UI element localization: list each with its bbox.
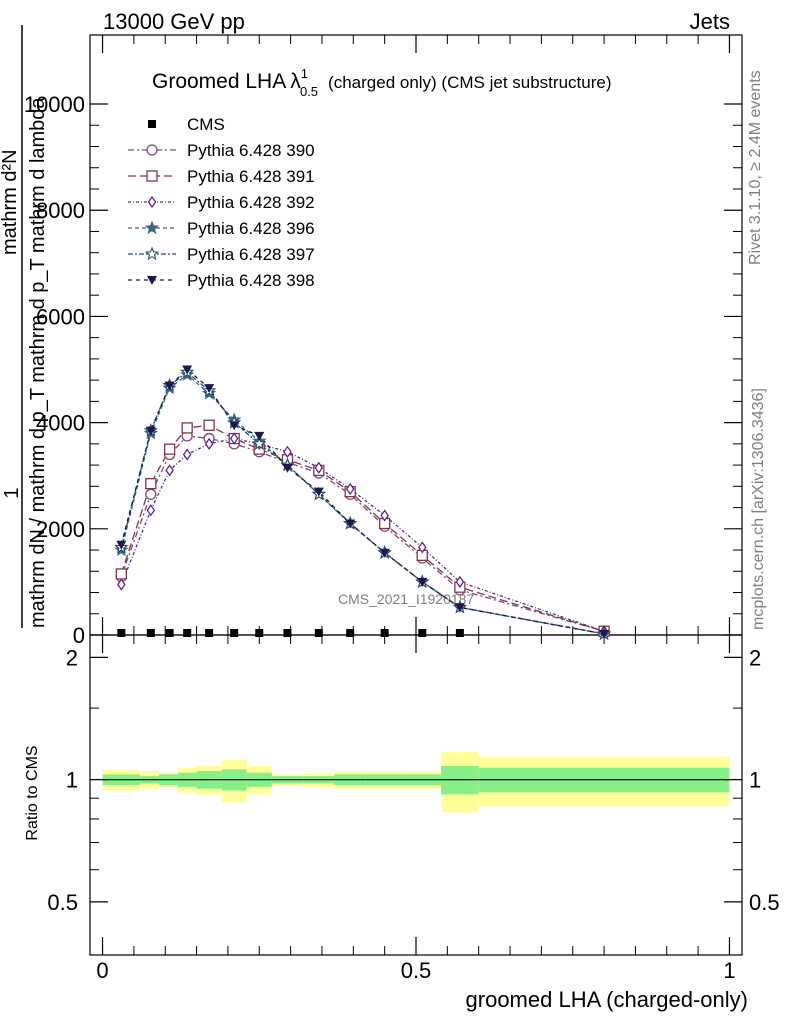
data-point [181, 422, 193, 434]
watermark: CMS_2021_I1920187 [338, 591, 474, 607]
legend-marker [148, 120, 156, 128]
ratio-ytick-label: 1 [66, 768, 78, 793]
main-ytick-label: 6000 [36, 304, 85, 329]
legend-label: CMS [187, 115, 225, 134]
data-point [182, 448, 192, 461]
data-point [229, 421, 240, 431]
legend-marker [147, 195, 157, 209]
legend-marker [147, 276, 157, 285]
main-ytick-label: 4000 [36, 411, 85, 436]
data-point [182, 365, 193, 375]
main-ytick-label: 10000 [24, 92, 85, 117]
main-ytick-label: 0 [73, 623, 85, 648]
data-point [146, 504, 156, 517]
chart-title: Groomed LHA λ1 0.5 (charged only) (CMS jet … [152, 66, 611, 99]
title-main: Groomed LHA [152, 70, 286, 93]
legend-marker [144, 220, 160, 235]
data-point [204, 384, 215, 394]
title-sup: 1 [301, 66, 308, 81]
x-tick-label: 0.5 [401, 958, 432, 983]
data-point [254, 431, 265, 441]
data-point [599, 629, 610, 639]
legend-marker [144, 246, 160, 261]
legend-marker [146, 144, 158, 156]
data-point [454, 603, 465, 613]
data-point [417, 541, 427, 554]
ylabel-ratio: Ratio to CMS [24, 745, 41, 840]
ratio-ytick-label: 2 [66, 645, 78, 670]
data-point [117, 629, 126, 637]
data-point [145, 488, 157, 500]
data-point [204, 437, 214, 450]
data-point [379, 548, 390, 558]
header-left: 13000 GeV pp [103, 9, 245, 34]
data-point [345, 519, 356, 529]
data-point [116, 540, 127, 550]
data-point [255, 629, 264, 637]
rivet-label: Rivet 3.1.10, ≥ 2.4M events [747, 70, 764, 265]
legend-label: Pythia 6.428 397 [187, 245, 315, 264]
series-line [120, 437, 605, 632]
ratio-ytick-label-right: 2 [749, 645, 761, 670]
title-suffix: (charged only) (CMS jet substructure) [328, 73, 611, 92]
legend-label: Pythia 6.428 396 [187, 219, 315, 238]
data-point [115, 568, 127, 580]
data-point [183, 629, 192, 637]
data-point [165, 629, 174, 637]
data-point [252, 436, 267, 450]
data-point [145, 426, 156, 436]
data-point [146, 629, 155, 637]
data-point [165, 464, 174, 477]
data-point [380, 629, 389, 637]
ylabel-one: 1 [1, 487, 23, 498]
data-point [418, 629, 427, 637]
data-point [205, 629, 214, 637]
data-point [314, 629, 323, 637]
data-point [203, 419, 215, 431]
data-point [455, 629, 464, 637]
mcplots-label: mcplots.cern.ch [arXiv:1306.3436] [750, 388, 767, 630]
data-point [313, 487, 324, 497]
ylabel-denominator: mathrm dN / mathrm d p_T mathrm d p_T ma… [27, 97, 49, 628]
data-point [164, 381, 175, 391]
main-ytick-label: 8000 [36, 198, 85, 223]
ratio-bands [102, 751, 730, 813]
title-symbol: λ [290, 70, 301, 93]
header-right: Jets [690, 9, 730, 34]
ylabel-numerator: mathrm d²N [0, 149, 21, 255]
series-markers [114, 364, 612, 641]
data-point [380, 509, 389, 522]
ratio-ytick-label: 0.5 [47, 890, 78, 915]
data-point [229, 432, 239, 445]
legend: CMS Pythia 6.428 390 Pythia 6.428 391 Pythi… [128, 115, 315, 290]
x-tick-label: 0 [96, 958, 108, 983]
data-point [345, 482, 355, 496]
legend-marker [146, 170, 158, 182]
data-point [117, 578, 126, 591]
main-ytick-label: 2000 [36, 517, 85, 542]
xlabel: groomed LHA (charged-only) [466, 987, 748, 1012]
legend-label: Pythia 6.428 390 [187, 141, 315, 160]
data-point [455, 575, 465, 589]
title-sub: 0.5 [300, 84, 318, 99]
ratio-ytick-label-right: 1 [749, 768, 761, 793]
data-point [282, 463, 293, 473]
ratio-ytick-label-right: 0.5 [749, 890, 780, 915]
data-point [230, 629, 239, 637]
data-point [163, 443, 176, 455]
main-y-ticks: 0 2000 4000 6000 8000 10000 [24, 92, 742, 648]
data-point [283, 445, 292, 458]
data-point [283, 629, 292, 637]
legend-label: Pythia 6.428 391 [187, 167, 315, 186]
legend-label: Pythia 6.428 398 [187, 271, 315, 290]
data-point [346, 629, 355, 637]
data-point [314, 461, 324, 474]
data-point [417, 577, 428, 587]
data-point [145, 478, 157, 490]
legend-label: Pythia 6.428 392 [187, 193, 315, 212]
x-tick-label: 1 [723, 958, 735, 983]
ratio-y-ticks: 0.5 0.5 1 1 2 2 [47, 645, 779, 915]
x-ticks: 0 0.5 1 [96, 35, 736, 983]
